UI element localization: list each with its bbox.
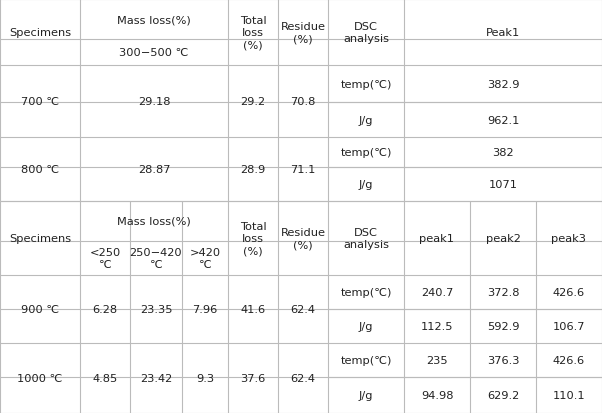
Text: 28.9: 28.9 [240,165,265,175]
Text: J/g: J/g [359,390,373,400]
Text: peak3: peak3 [551,233,586,243]
Text: 240.7: 240.7 [421,287,453,297]
Text: 9.3: 9.3 [196,373,214,383]
Text: DSC
analysis: DSC analysis [343,22,389,44]
Text: 28.87: 28.87 [138,165,170,175]
Text: DSC
analysis: DSC analysis [343,227,389,249]
Text: <250
℃: <250 ℃ [89,247,120,270]
Text: Specimens: Specimens [9,28,71,38]
Text: 71.1: 71.1 [290,165,315,175]
Text: Total
loss
(%): Total loss (%) [240,221,266,256]
Text: 4.85: 4.85 [92,373,117,383]
Text: 250−420
℃: 250−420 ℃ [129,247,182,270]
Text: 962.1: 962.1 [487,115,519,125]
Text: 23.42: 23.42 [140,373,172,383]
Text: 592.9: 592.9 [487,321,520,331]
Text: 106.7: 106.7 [553,321,585,331]
Text: 7.96: 7.96 [193,304,218,314]
Text: 900 ℃: 900 ℃ [21,304,59,314]
Text: temp(℃): temp(℃) [340,287,392,297]
Text: J/g: J/g [359,180,373,190]
Text: 112.5: 112.5 [421,321,453,331]
Text: 629.2: 629.2 [487,390,519,400]
Text: peak1: peak1 [420,233,455,243]
Text: >420
℃: >420 ℃ [190,247,220,270]
Text: 700 ℃: 700 ℃ [21,97,59,107]
Text: peak2: peak2 [486,233,521,243]
Text: Residue
(%): Residue (%) [281,22,326,44]
Text: 70.8: 70.8 [290,97,315,107]
Text: 62.4: 62.4 [291,304,315,314]
Text: temp(℃): temp(℃) [340,147,392,158]
Text: 235: 235 [426,355,448,365]
Text: Residue
(%): Residue (%) [281,227,326,249]
Text: Specimens: Specimens [9,233,71,243]
Text: J/g: J/g [359,321,373,331]
Text: 800 ℃: 800 ℃ [21,165,59,175]
Text: 376.3: 376.3 [487,355,520,365]
Text: 94.98: 94.98 [421,390,453,400]
Text: 37.6: 37.6 [240,373,265,383]
Text: 110.1: 110.1 [553,390,585,400]
Text: 382: 382 [492,147,514,158]
Text: 426.6: 426.6 [553,355,585,365]
Text: Mass loss(%): Mass loss(%) [117,15,191,25]
Text: 1071: 1071 [488,180,518,190]
Text: Peak1: Peak1 [486,28,520,38]
Text: Mass loss(%): Mass loss(%) [117,216,191,226]
Text: 426.6: 426.6 [553,287,585,297]
Text: 300−500 ℃: 300−500 ℃ [119,48,188,58]
Text: 6.28: 6.28 [93,304,117,314]
Text: 382.9: 382.9 [487,79,520,89]
Text: 29.18: 29.18 [138,97,170,107]
Text: 62.4: 62.4 [291,373,315,383]
Text: 41.6: 41.6 [240,304,265,314]
Text: 372.8: 372.8 [487,287,520,297]
Text: J/g: J/g [359,115,373,125]
Text: 23.35: 23.35 [140,304,172,314]
Text: temp(℃): temp(℃) [340,79,392,89]
Text: 29.2: 29.2 [240,97,265,107]
Text: Total
loss
(%): Total loss (%) [240,16,266,50]
Text: 1000 ℃: 1000 ℃ [17,373,63,383]
Text: temp(℃): temp(℃) [340,355,392,365]
